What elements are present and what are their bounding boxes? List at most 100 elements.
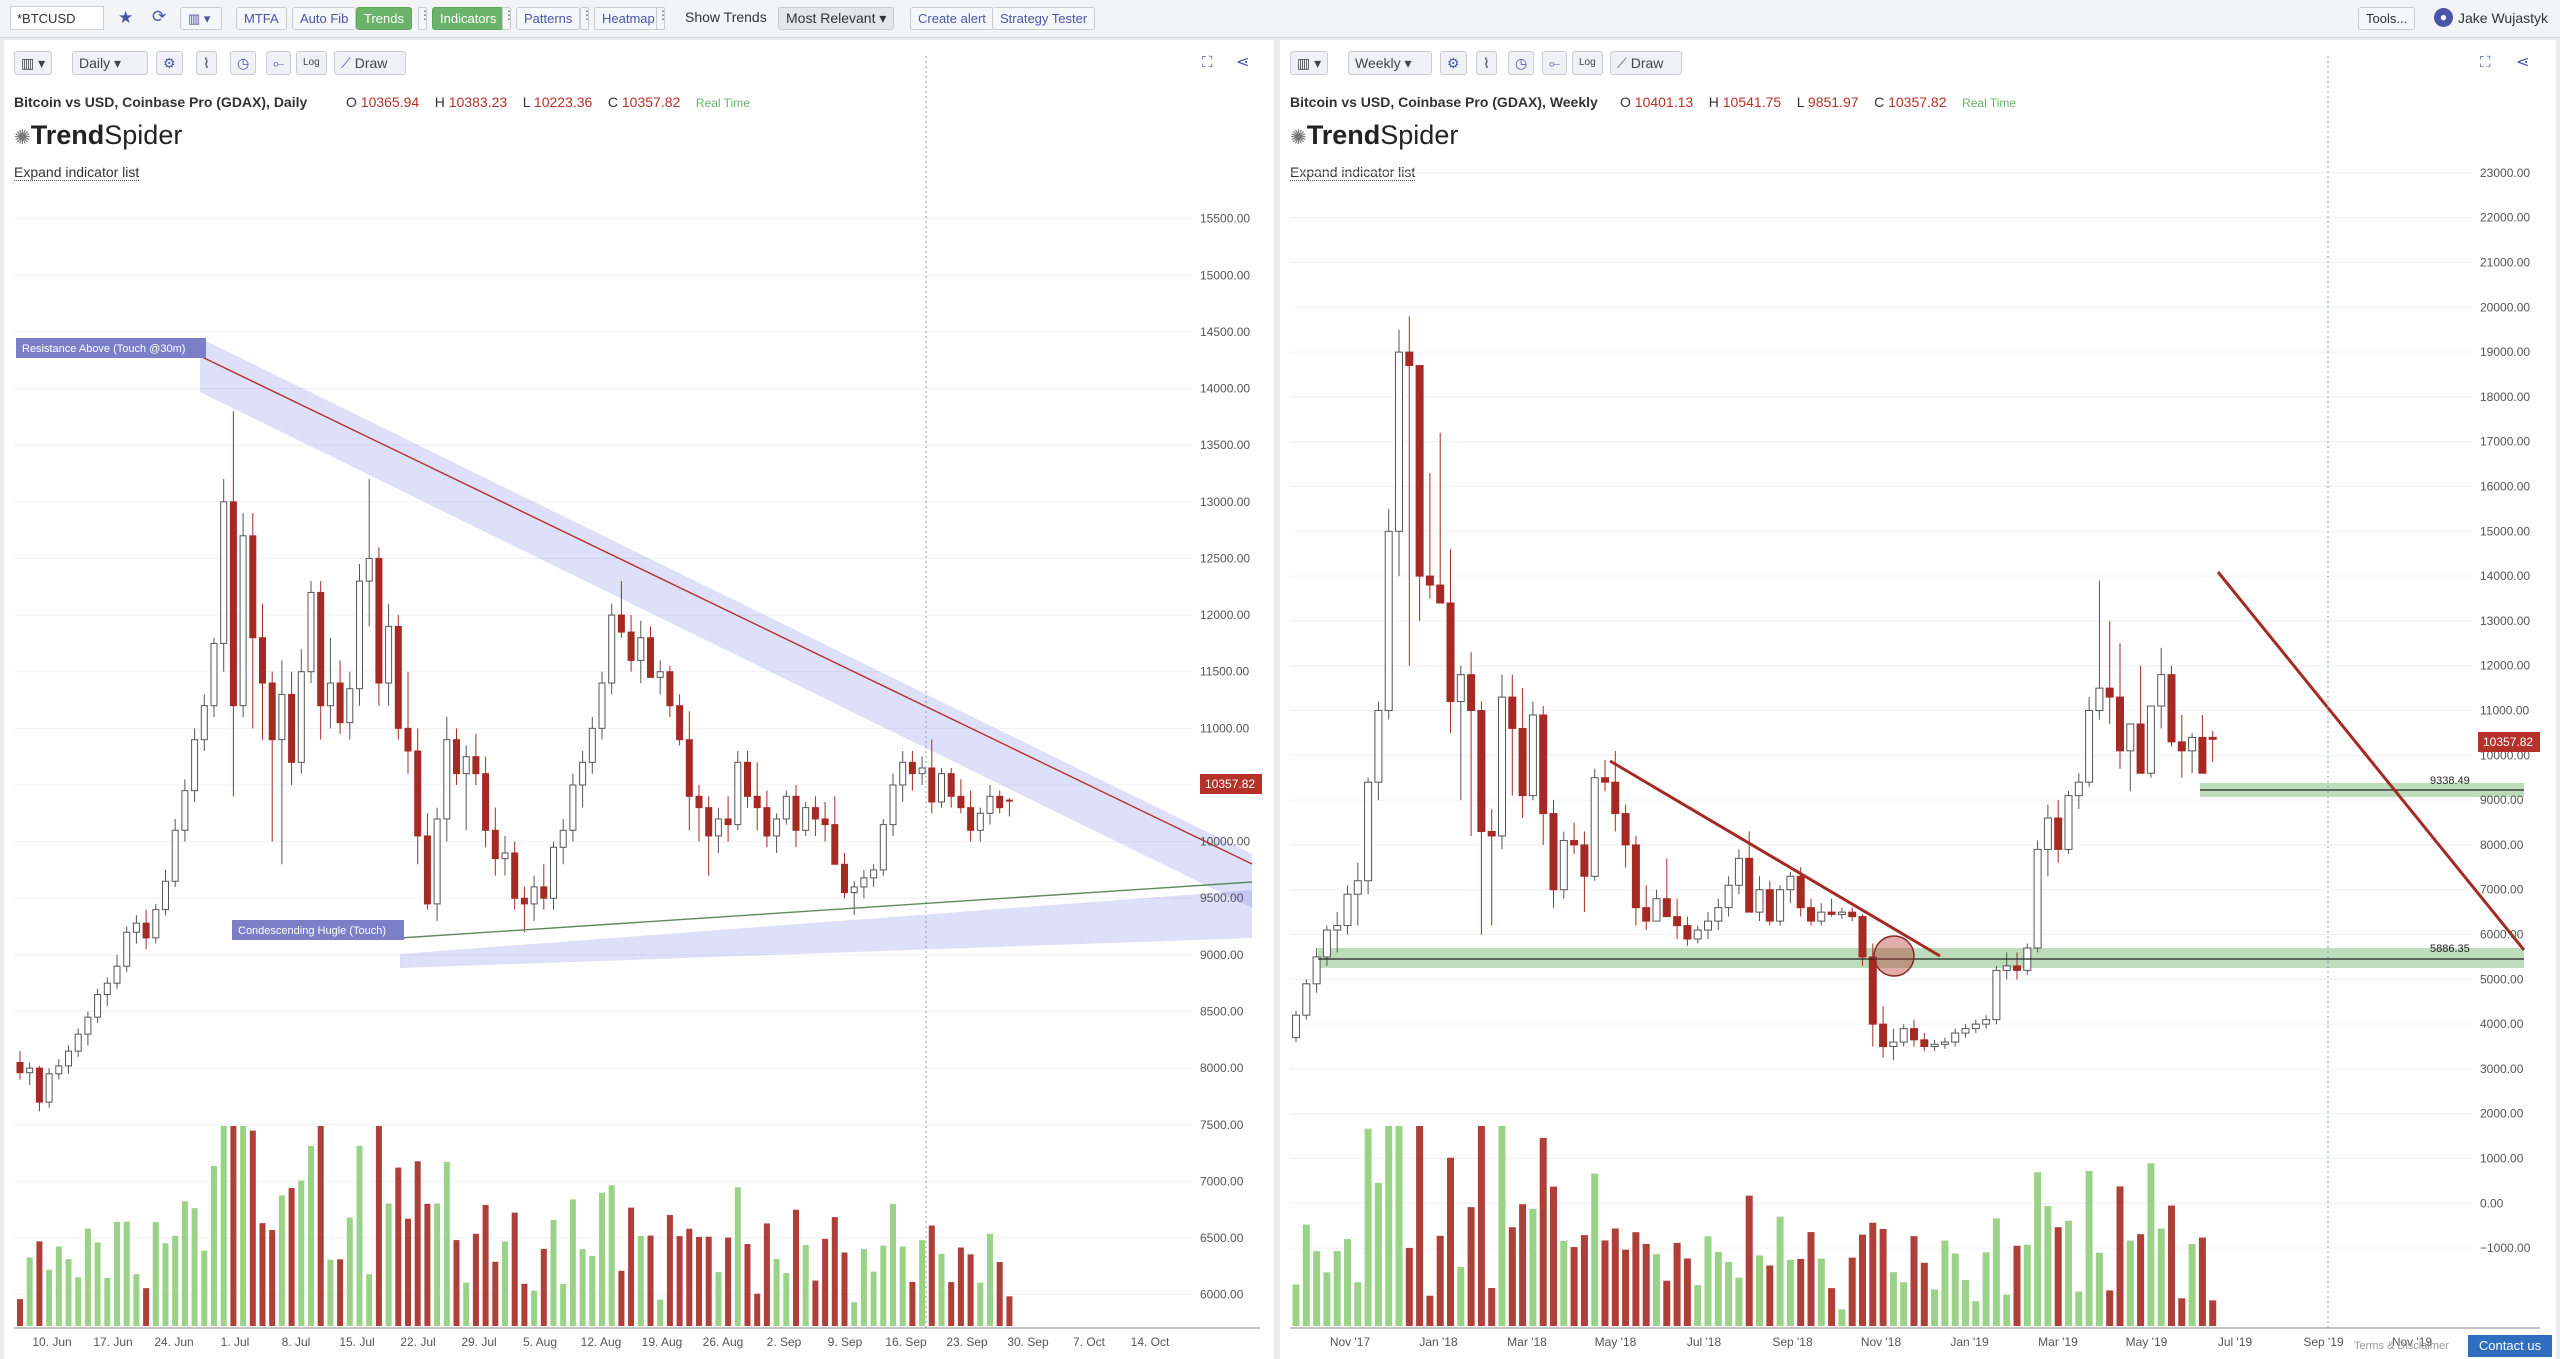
fullscreen-icon[interactable]: ⛶	[2480, 54, 2491, 71]
high-value: 10541.75	[1722, 94, 1782, 110]
volume-bar	[1323, 1272, 1331, 1326]
settings-gear-icon[interactable]: ⚙	[156, 51, 183, 75]
x-tick-label: 26. Aug	[703, 1335, 744, 1349]
candle-body	[65, 1050, 72, 1067]
chart-type-dropdown[interactable]: ▥ ▾	[1290, 51, 1329, 75]
trends-options-icon[interactable]: ⋮	[418, 7, 431, 30]
clock-icon[interactable]: ◷	[230, 51, 257, 75]
low-label: L	[522, 94, 531, 110]
volume-bar	[2157, 1228, 2165, 1326]
refresh-icon[interactable]: ⟳	[152, 7, 167, 26]
volume-bar	[94, 1242, 101, 1326]
candle-body	[336, 682, 344, 724]
candle-body	[1570, 839, 1579, 846]
compare-tool-icon[interactable]: ⟜	[266, 51, 292, 75]
settings-gear-icon[interactable]: ⚙	[1440, 51, 1467, 75]
low-label: L	[1796, 94, 1805, 110]
heatmap-button[interactable]: Heatmap	[594, 7, 663, 30]
auto-fib-button[interactable]: Auto Fib	[292, 7, 357, 30]
create-alert-button[interactable]: Create alert	[910, 7, 994, 30]
candle-body	[792, 795, 800, 831]
candle-body	[55, 1065, 63, 1075]
candle-body	[2033, 848, 2042, 949]
patterns-button[interactable]: Patterns	[516, 7, 581, 30]
symbol-search-input[interactable]	[10, 6, 104, 30]
interval-dropdown[interactable]: Weekly ▾	[1348, 51, 1432, 75]
trends-button[interactable]: Trends	[356, 7, 412, 30]
log-scale-icon[interactable]: Log	[1572, 51, 1603, 75]
candle-body	[2105, 687, 2114, 698]
indicators-options-icon[interactable]: ⋮	[502, 7, 515, 30]
star-icon[interactable]: ★	[118, 8, 134, 27]
terms-link[interactable]: Terms & Disclaimer	[2354, 1340, 2449, 1352]
volume-bar	[2126, 1240, 2134, 1326]
volume-bar	[1694, 1285, 1702, 1326]
most-relevant-dropdown[interactable]: Most Relevant ▾	[778, 7, 895, 30]
draw-button[interactable]: ⟋ Draw	[334, 51, 406, 75]
close-label: C	[1874, 94, 1885, 110]
pencil-icon: ⟋	[341, 55, 351, 71]
y-tick-label: 12000.00	[2480, 659, 2530, 673]
volume-bar	[2034, 1172, 2042, 1326]
user-avatar-icon[interactable]: ●	[2434, 8, 2453, 27]
candle-body	[782, 795, 790, 820]
crosshair-tool-icon[interactable]: ⌇	[1476, 51, 1497, 75]
trendspider-logo: ✺TrendSpider	[14, 120, 182, 151]
candle-body	[1951, 1032, 1960, 1043]
volume-bar	[540, 1248, 547, 1326]
logo-text: Spider	[1380, 120, 1459, 150]
heatmap-options-icon[interactable]: ⋮	[656, 7, 669, 30]
candle-body	[918, 767, 926, 775]
log-scale-icon[interactable]: Log	[296, 51, 327, 75]
volume-bar	[1941, 1240, 1949, 1326]
chart-type-dropdown[interactable]: ▥ ▾	[14, 51, 53, 75]
layout-icon[interactable]: ▥ ▾	[180, 7, 222, 30]
contact-us-button[interactable]: Contact us	[2468, 1335, 2552, 1357]
indicators-button[interactable]: Indicators	[432, 7, 505, 30]
candle-body	[2157, 674, 2166, 707]
compare-tool-icon[interactable]: ⟜	[1542, 51, 1568, 75]
volume-bar	[453, 1240, 460, 1326]
candle-body	[666, 671, 674, 707]
volume-bar	[1745, 1195, 1753, 1326]
y-tick-label: 12500.00	[1200, 551, 1250, 565]
y-tick-label: 11500.00	[1200, 665, 1249, 679]
user-name[interactable]: Jake Wujastyk	[2458, 10, 2548, 26]
volume-bar	[2106, 1290, 2114, 1326]
volume-bar	[686, 1228, 693, 1326]
y-tick-label: 11000.00	[1200, 721, 1249, 735]
daily-price-chart[interactable]: Resistance Above (Touch @30m) Condescend…	[4, 40, 1274, 1359]
volume-bar	[531, 1290, 538, 1326]
mtfa-button[interactable]: MTFA	[236, 7, 287, 30]
share-icon[interactable]: ⋖	[1236, 54, 1250, 71]
close-value: 10357.82	[621, 94, 681, 110]
open-label: O	[346, 94, 357, 110]
candle-body	[1312, 956, 1321, 985]
candle-body	[2054, 817, 2063, 850]
draw-button[interactable]: ⟋ Draw	[1610, 51, 1682, 75]
fullscreen-icon[interactable]: ⛶	[1202, 54, 1213, 71]
x-tick-label: 19. Aug	[642, 1335, 683, 1349]
downtrend-line-2018	[1609, 759, 1941, 958]
share-icon[interactable]: ⋖	[2516, 54, 2530, 71]
expand-indicator-list-link[interactable]: Expand indicator list	[14, 164, 140, 181]
clock-icon[interactable]: ◷	[1508, 51, 1535, 75]
right-chart-panel: ▥ ▾ Weekly ▾ ⚙ ⌇ ◷ ⟜ Log ⟋ Draw ⛶ ⋖ Bitc…	[1280, 40, 2556, 1359]
interval-dropdown[interactable]: Daily ▾	[72, 51, 148, 75]
strategy-tester-button[interactable]: Strategy Tester	[992, 7, 1096, 30]
volume-bar	[269, 1230, 276, 1326]
crosshair-tool-icon[interactable]: ⌇	[196, 51, 217, 75]
y-tick-label: 7500.00	[1200, 1118, 1244, 1132]
downtrend-line-2019	[2216, 571, 2526, 951]
volume-bar	[2003, 1294, 2011, 1326]
candle-body	[996, 795, 1004, 809]
weekly-price-chart[interactable]: 9338.49 5886.35 23000.00 22000.00 21000.00…	[1280, 40, 2556, 1359]
candle-body	[511, 852, 519, 899]
candle-body	[171, 829, 179, 882]
x-tick-label: May '18	[1595, 1335, 1637, 1349]
candle-body	[103, 982, 111, 996]
tools-button[interactable]: Tools...	[2358, 7, 2416, 30]
expand-indicator-list-link[interactable]: Expand indicator list	[1290, 164, 1416, 181]
patterns-options-icon[interactable]: ⋮	[580, 7, 593, 30]
volume-bar	[1591, 1173, 1599, 1326]
